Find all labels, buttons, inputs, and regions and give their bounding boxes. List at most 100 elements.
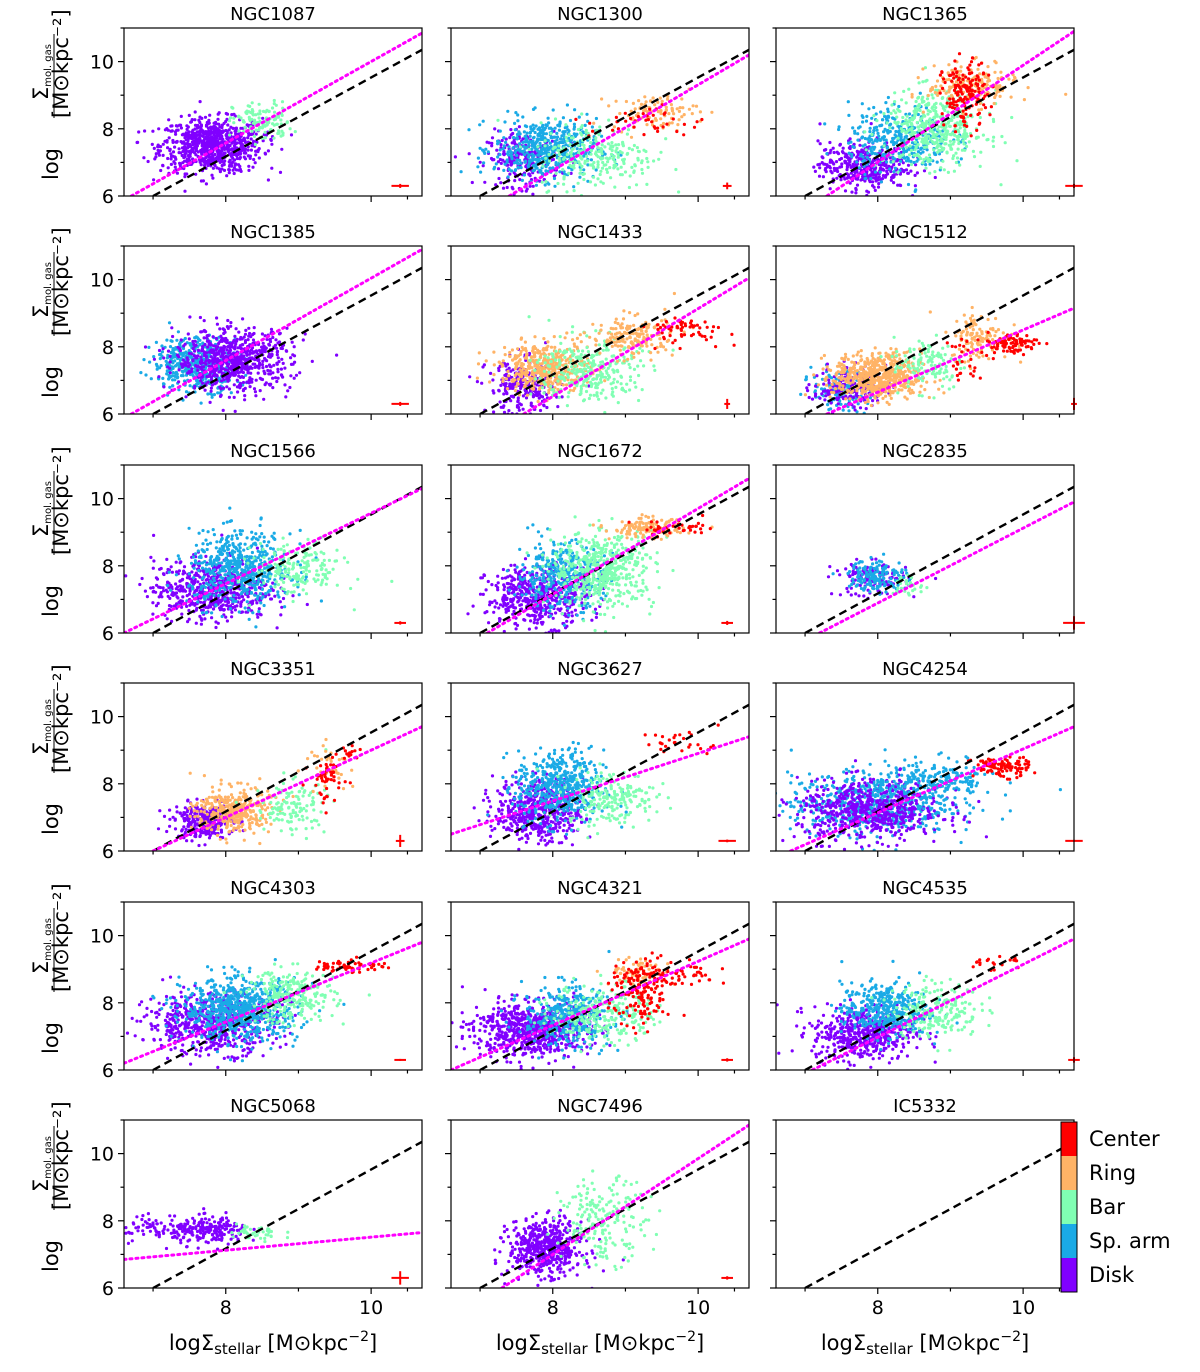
scatter-point — [610, 141, 614, 145]
ticks — [118, 245, 409, 420]
scatter-point — [207, 118, 211, 122]
error-bar — [722, 182, 732, 190]
scatter-point — [599, 149, 604, 153]
scatter-point — [281, 361, 285, 365]
scatter-point — [280, 147, 284, 151]
scatter-point — [243, 157, 248, 161]
scatter-point — [977, 86, 981, 91]
scatter-point — [516, 165, 520, 170]
scatter-point — [167, 321, 172, 325]
scatter-point — [871, 180, 875, 184]
scatter-point — [636, 115, 641, 119]
scatter-point — [517, 408, 521, 412]
scatter-point — [157, 153, 161, 157]
scatter-point — [540, 135, 544, 139]
scatter-point — [829, 169, 833, 173]
scatter-point — [621, 140, 625, 144]
scatter-point — [961, 109, 965, 113]
scatter-point — [939, 166, 943, 170]
scatter-point — [979, 61, 984, 65]
scatter-point — [967, 140, 971, 144]
scatter-point — [961, 139, 965, 143]
scatter-point — [967, 77, 971, 81]
scatter-point — [847, 151, 851, 155]
scatter-point — [918, 108, 922, 113]
scatter-point — [516, 400, 520, 404]
scatter-point — [633, 164, 637, 168]
scatter-point — [607, 118, 611, 122]
axes-frame — [123, 245, 423, 415]
scatter-point — [913, 114, 917, 118]
scatter-point — [938, 129, 942, 133]
scatter-point — [883, 163, 887, 168]
scatter-point — [959, 157, 963, 161]
scatter-point — [540, 171, 544, 175]
fit-line — [129, 247, 422, 414]
scatter-point — [506, 109, 510, 113]
scatter-point — [158, 353, 162, 357]
scatter-point — [575, 147, 579, 151]
scatter-point — [912, 160, 916, 165]
scatter-point — [650, 120, 654, 124]
scatter-point — [229, 125, 233, 129]
scatter-point — [885, 121, 889, 125]
scatter-point — [219, 393, 223, 397]
scatter-point — [922, 99, 926, 104]
scatter-point — [932, 108, 936, 113]
scatter-point — [234, 359, 238, 363]
scatter-point — [917, 81, 921, 85]
scatter-point — [492, 167, 496, 171]
scatter-point — [229, 321, 233, 325]
scatter-point — [553, 135, 557, 139]
scatter-point — [592, 160, 596, 165]
scatter-point — [498, 148, 502, 152]
scatter-point — [957, 52, 962, 56]
scatter-point — [293, 360, 297, 364]
scatter-point — [249, 371, 253, 375]
scatter-point — [625, 152, 629, 156]
scatter-point — [511, 131, 515, 136]
scatter-point — [276, 356, 280, 360]
scatter-point — [925, 148, 929, 152]
scatter-point — [579, 168, 583, 172]
scatter-point — [889, 111, 893, 115]
scatter-point — [156, 148, 160, 152]
scatter-point — [911, 132, 915, 136]
scatter-point — [196, 354, 200, 358]
scatter-point — [968, 72, 972, 76]
scatter-point — [175, 353, 180, 357]
scatter-point — [254, 113, 258, 117]
scatter-point — [267, 382, 271, 386]
scatter-point — [551, 108, 555, 112]
scatter-point — [585, 112, 589, 116]
scatter-point — [947, 63, 951, 67]
scatter-point — [285, 326, 289, 330]
scatter-point — [170, 326, 174, 330]
scatter-point — [946, 121, 950, 125]
scatter-point — [518, 178, 522, 182]
scatter-point — [248, 331, 252, 336]
scatter-point — [157, 348, 162, 353]
scatter-point — [532, 126, 536, 130]
scatter-point — [245, 353, 249, 357]
scatter-point — [232, 116, 236, 120]
scatter-point — [157, 375, 161, 379]
scatter-point — [183, 142, 188, 146]
scatter-point — [585, 154, 589, 158]
scatter-point — [589, 152, 593, 156]
scatter-point — [641, 112, 645, 116]
scatter-point — [940, 112, 944, 116]
scatter-point — [266, 178, 270, 182]
scatter-point — [225, 348, 229, 352]
scatter-point — [936, 128, 940, 132]
scatter-point — [893, 166, 898, 170]
scatter-point — [257, 363, 262, 367]
scatter-point — [875, 157, 880, 161]
scatter-point — [216, 152, 220, 156]
scatter-point — [156, 143, 160, 147]
scatter-point — [873, 170, 878, 174]
scatter-point — [997, 86, 1001, 90]
scatter-point — [902, 128, 906, 133]
scatter-point — [553, 184, 557, 188]
scatter-point — [166, 349, 171, 353]
